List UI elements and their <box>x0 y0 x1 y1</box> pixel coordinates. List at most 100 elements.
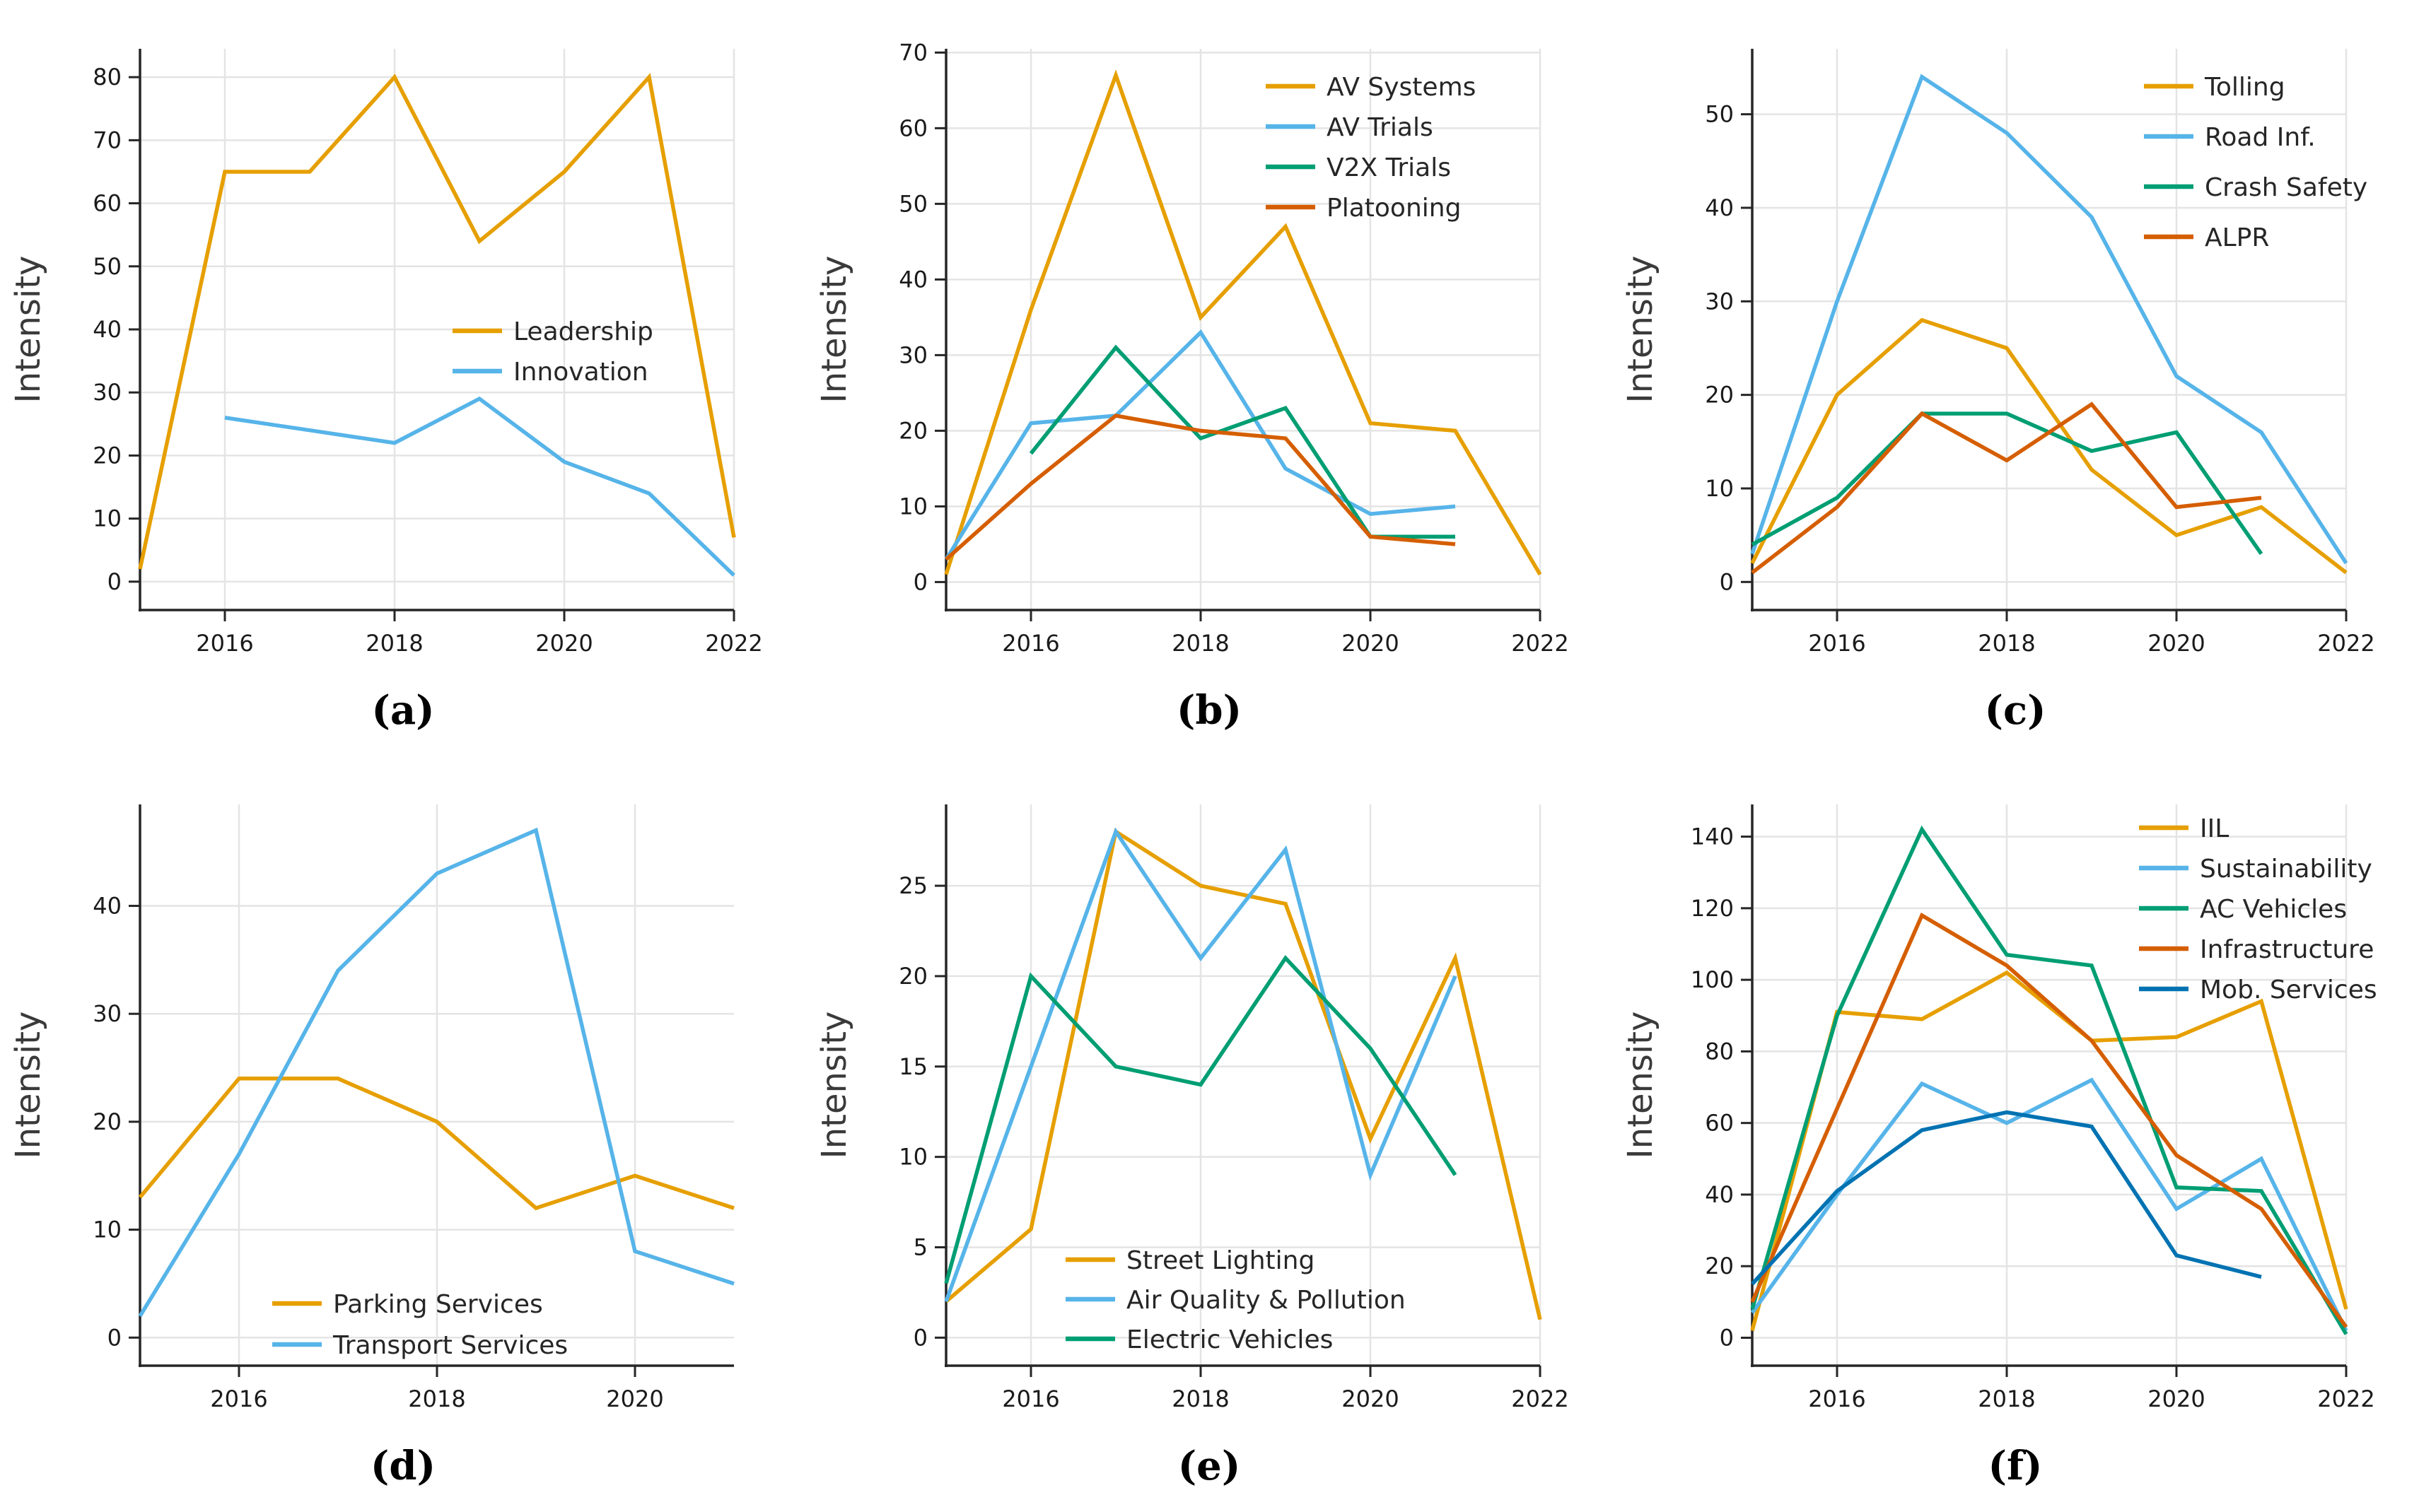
x-tick-label: 2022 <box>2317 630 2374 657</box>
series-line-sustainability <box>1750 1077 2348 1332</box>
y-tick-label: 60 <box>899 115 928 141</box>
y-tick-label: 80 <box>93 64 122 90</box>
x-tick-label: 2020 <box>606 1385 663 1412</box>
line-chart-c: 0 10 20 30 40 50 2016 2018 2020 2022 Intensity Toll… <box>1621 49 2375 657</box>
line-chart-f: 0 20 40 60 80 100 120 140 2016 2018 2020 2022 Intens… <box>1621 804 2377 1412</box>
x-tick-label: 2020 <box>2147 1385 2205 1412</box>
y-tick-label: 20 <box>1705 382 1734 409</box>
series-line-iil <box>1750 970 2348 1332</box>
y-tick-label: 30 <box>899 341 928 368</box>
legend-label-sustainability: Sustainability <box>2200 855 2372 884</box>
axes: 0 10 20 30 40 50 2016 2018 2020 2022 <box>1705 49 2375 657</box>
series-group <box>138 73 736 577</box>
legend-label-iil: IIL <box>2200 814 2229 843</box>
y-axis-title: Intensity <box>8 1012 48 1159</box>
y-tick-label: 70 <box>899 39 928 66</box>
legend: Parking Services Transport Services <box>272 1290 568 1360</box>
gridlines <box>1752 804 2348 1366</box>
series-line-platooning <box>945 414 1456 561</box>
series-line-mob-services <box>1750 1110 2262 1286</box>
series-group <box>944 69 1542 576</box>
series-line-tolling <box>1750 317 2348 575</box>
series-line-electric-vehicles <box>944 954 1457 1284</box>
gridlines <box>946 49 1541 610</box>
y-tick-label: 0 <box>1720 568 1734 595</box>
panel-caption-f: (f) <box>1988 1443 2043 1489</box>
panel-e: 0 5 10 15 20 25 2016 2018 2020 2022 Intensity Stree… <box>806 756 1612 1511</box>
gridlines <box>946 804 1541 1366</box>
line-chart-d: 0 10 20 30 40 2016 2018 2020 Intensity Parking Se… <box>8 804 735 1412</box>
legend-label-parking-services: Parking Services <box>333 1290 543 1319</box>
legend-label-platooning: Platooning <box>1327 194 1461 223</box>
line-chart-a: 0 10 20 30 40 50 60 70 80 2016 2018 2020 2022 Intensi… <box>8 49 763 657</box>
legend-label-infrastructure: Infrastructure <box>2200 935 2374 964</box>
series-line-alpr <box>1751 402 2262 575</box>
legend-label-mob-services: Mob. Services <box>2200 975 2377 1004</box>
series-line-innovation <box>224 396 735 577</box>
series-line-v2x-trials <box>1029 344 1455 539</box>
series-line-street-lighting <box>945 828 1542 1320</box>
x-tick-label: 2016 <box>1002 630 1059 657</box>
y-tick-label: 30 <box>1705 288 1734 315</box>
y-axis-title: Intensity <box>815 1012 854 1159</box>
gridlines <box>1752 49 2348 610</box>
legend: IIL Sustainability AC Vehicles Infrastructu… <box>2139 814 2377 1004</box>
y-tick-label: 20 <box>93 1108 122 1135</box>
x-tick-label: 2016 <box>196 630 253 657</box>
panel-f: 0 20 40 60 80 100 120 140 2016 2018 2020 2022 Intens… <box>1612 756 2418 1511</box>
series-group <box>944 827 1542 1320</box>
panel-b: 0 10 20 30 40 50 60 70 2016 2018 2020 2022 Intensity… <box>806 0 1612 756</box>
legend-label-street-lighting: Street Lighting <box>1126 1246 1315 1275</box>
legend: Tolling Road Inf. Crash Safety ALPR <box>2144 73 2367 252</box>
legend-label-electric-vehicles: Electric Vehicles <box>1126 1325 1333 1354</box>
y-tick-label: 15 <box>899 1053 928 1080</box>
y-tick-label: 10 <box>93 1217 122 1243</box>
legend-label-v2x-trials: V2X Trials <box>1327 153 1451 182</box>
y-tick-label: 120 <box>1691 895 1734 922</box>
x-tick-label: 2020 <box>2147 630 2205 657</box>
y-tick-label: 40 <box>1705 194 1734 221</box>
legend-label-ac-vehicles: AC Vehicles <box>2200 895 2347 924</box>
y-tick-label: 60 <box>93 190 122 217</box>
series-line-crash-safety <box>1751 411 2263 556</box>
series-group <box>1750 825 2348 1335</box>
panel-caption-d: (d) <box>370 1443 436 1489</box>
axes: 0 5 10 15 20 25 2016 2018 2020 2022 <box>899 804 1569 1412</box>
y-tick-label: 50 <box>899 190 928 217</box>
axes: 0 10 20 30 40 2016 2018 2020 <box>93 804 734 1412</box>
x-tick-label: 2022 <box>705 630 762 657</box>
y-tick-label: 0 <box>107 1324 122 1351</box>
y-tick-label: 10 <box>899 493 928 520</box>
x-tick-label: 2022 <box>2317 1385 2374 1412</box>
x-tick-label: 2018 <box>1172 630 1229 657</box>
x-tick-label: 2016 <box>1808 1385 1865 1412</box>
legend-label-transport-services: Transport Services <box>332 1331 568 1360</box>
y-tick-label: 5 <box>914 1234 928 1261</box>
axes: 0 10 20 30 40 50 60 70 2016 2018 2020 2022 <box>899 39 1568 657</box>
axes: 0 20 40 60 80 100 120 140 2016 2018 2020 2022 <box>1691 804 2375 1412</box>
line-chart-b: 0 10 20 30 40 50 60 70 2016 2018 2020 2022 Intensity… <box>815 39 1569 657</box>
y-tick-label: 20 <box>93 442 122 469</box>
y-tick-label: 10 <box>899 1144 928 1171</box>
x-tick-label: 2020 <box>535 630 593 657</box>
x-tick-label: 2018 <box>1978 630 2035 657</box>
x-tick-label: 2018 <box>1978 1385 2035 1412</box>
y-axis-title: Intensity <box>815 256 854 404</box>
y-tick-label: 60 <box>1705 1110 1734 1137</box>
y-tick-label: 70 <box>93 127 122 153</box>
legend-label-leadership: Leadership <box>513 317 653 346</box>
x-tick-label: 2018 <box>366 630 423 657</box>
y-tick-label: 30 <box>93 379 122 406</box>
y-tick-label: 20 <box>899 963 928 990</box>
y-tick-label: 20 <box>899 417 928 444</box>
y-tick-label: 50 <box>1705 101 1734 128</box>
y-tick-label: 40 <box>1705 1181 1734 1208</box>
legend-label-road-inf: Road Inf. <box>2205 123 2316 152</box>
gridlines <box>140 804 734 1366</box>
legend-label-tolling: Tolling <box>2204 73 2285 102</box>
series-line-infrastructure <box>1750 913 2348 1328</box>
x-tick-label: 2016 <box>1808 630 1865 657</box>
legend-label-air-quality-pollution: Air Quality & Pollution <box>1126 1286 1406 1315</box>
y-tick-label: 140 <box>1691 824 1734 850</box>
series-line-ac-vehicles <box>1750 825 2348 1335</box>
